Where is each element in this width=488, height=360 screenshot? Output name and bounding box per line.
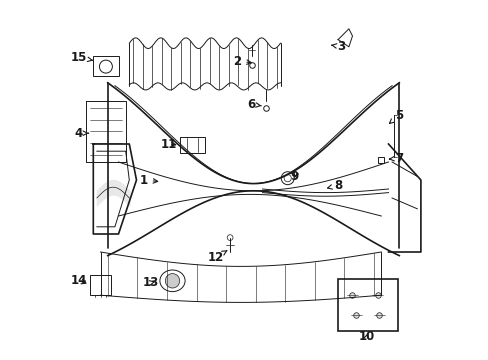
Bar bbox=[89, 275, 111, 295]
Circle shape bbox=[99, 60, 112, 73]
Text: 8: 8 bbox=[327, 179, 342, 192]
Bar bbox=[179, 137, 204, 153]
Circle shape bbox=[281, 172, 294, 185]
Text: 13: 13 bbox=[142, 276, 159, 289]
Ellipse shape bbox=[160, 270, 185, 292]
Text: 14: 14 bbox=[71, 274, 87, 287]
Text: 3: 3 bbox=[331, 40, 345, 53]
Text: 10: 10 bbox=[358, 330, 374, 343]
Circle shape bbox=[165, 274, 179, 288]
Text: 12: 12 bbox=[207, 251, 226, 264]
Text: 15: 15 bbox=[71, 51, 93, 64]
Text: 11: 11 bbox=[161, 138, 177, 150]
Circle shape bbox=[227, 235, 232, 240]
Bar bbox=[93, 56, 118, 76]
Text: 1: 1 bbox=[140, 174, 157, 186]
Bar bbox=[337, 279, 397, 331]
Text: 9: 9 bbox=[290, 170, 299, 183]
Text: 2: 2 bbox=[233, 55, 251, 68]
Text: 7: 7 bbox=[388, 152, 403, 165]
Text: 6: 6 bbox=[247, 98, 261, 111]
Circle shape bbox=[284, 175, 291, 182]
Text: 5: 5 bbox=[388, 109, 403, 123]
Text: 4: 4 bbox=[75, 127, 88, 140]
